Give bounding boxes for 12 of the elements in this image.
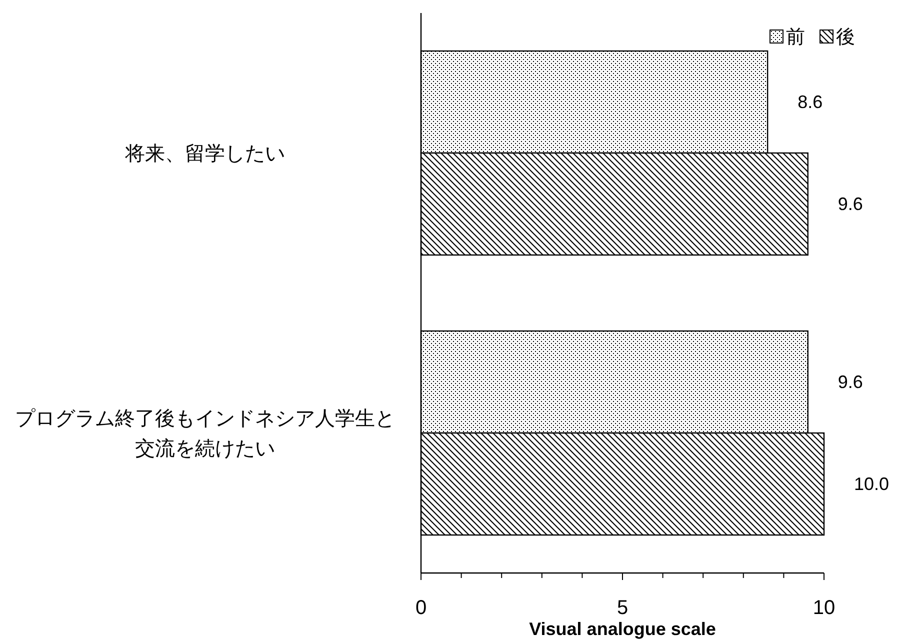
legend-label: 前 — [786, 27, 805, 48]
data-label: 9.6 — [838, 372, 863, 392]
y-tick-label: 将来、留学したい — [124, 143, 285, 165]
y-tick-label: プログラム終了後もインドネシア人学生と交流を続けたい — [15, 408, 395, 460]
x-tick-label: 10 — [812, 597, 836, 619]
legend-label: 後 — [836, 27, 855, 48]
x-tick-label: 0 — [415, 597, 427, 619]
data-label: 9.6 — [838, 194, 863, 214]
data-label: 8.6 — [798, 92, 823, 112]
x-axis-title: Visual analogue scale — [529, 619, 716, 639]
x-tick-label: 5 — [616, 597, 628, 619]
data-label: 10.0 — [854, 474, 890, 494]
